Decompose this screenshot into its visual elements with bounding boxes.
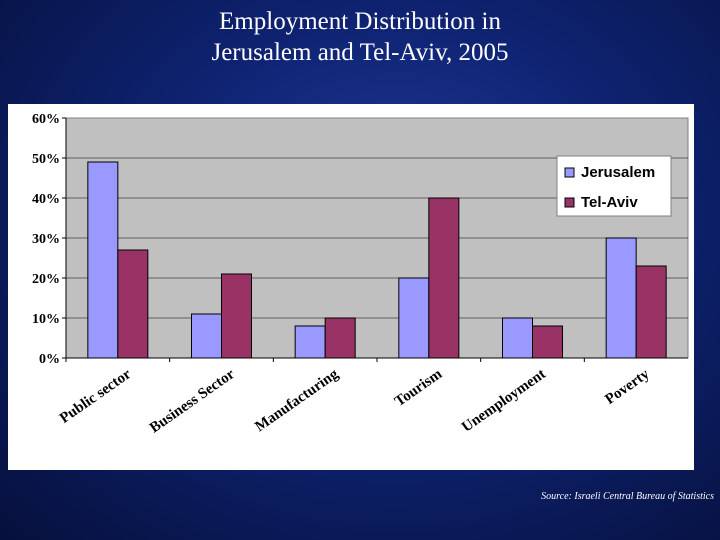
bar-jerusalem-unemployment [502, 317, 533, 359]
legend-label: Tel-Aviv [581, 194, 638, 211]
bar-jerusalem-poverty [605, 237, 637, 359]
y-tick-label: 40% [32, 192, 60, 207]
bar-tel-aviv-tourism [428, 197, 460, 359]
bar-chart: 0% 10% 20% 30% 40% 50% 60% Public sector Busines… [32, 112, 689, 436]
bar-tel-aviv-public-sector [117, 249, 149, 359]
legend-label: Jerusalem [581, 164, 655, 181]
x-tick-label: Unemployment [459, 366, 549, 436]
bar-jerusalem-public-sector [87, 161, 119, 359]
legend [556, 155, 672, 217]
x-tick-label: Tourism [392, 366, 446, 410]
slide-title: Employment Distribution in Jerusalem and… [0, 6, 720, 68]
bar-tel-aviv-manufacturing [324, 317, 356, 359]
x-tick-label: Business Sector [147, 366, 238, 436]
x-tick-label: Public sector [57, 366, 134, 427]
bar-tel-aviv-business-sector [221, 273, 252, 359]
bar-jerusalem-manufacturing [294, 325, 326, 359]
y-tick-label: 0% [39, 352, 60, 367]
x-tick-label: Manufacturing [252, 366, 341, 435]
y-tick-label: 30% [32, 232, 60, 247]
y-tick-label: 60% [32, 112, 60, 127]
bar-jerusalem-business-sector [191, 313, 222, 359]
chart-panel: 0% 10% 20% 30% 40% 50% 60% Public sector Busines… [8, 104, 694, 470]
bar-tel-aviv-unemployment [532, 325, 563, 359]
legend-swatch [564, 167, 575, 178]
bar-jerusalem-tourism [398, 277, 430, 359]
source-note: Source: Israeli Central Bureau of Statis… [541, 491, 714, 502]
slide-title-line-1: Employment Distribution in [219, 8, 501, 35]
legend-swatch [564, 197, 575, 208]
x-tick-label: Poverty [602, 366, 653, 408]
y-tick-label: 20% [32, 272, 60, 287]
slide-title-line-2: Jerusalem and Tel-Aviv, 2005 [211, 39, 509, 66]
y-tick-label: 50% [32, 152, 60, 167]
y-tick-label: 10% [32, 312, 60, 327]
bar-tel-aviv-poverty [635, 265, 667, 359]
